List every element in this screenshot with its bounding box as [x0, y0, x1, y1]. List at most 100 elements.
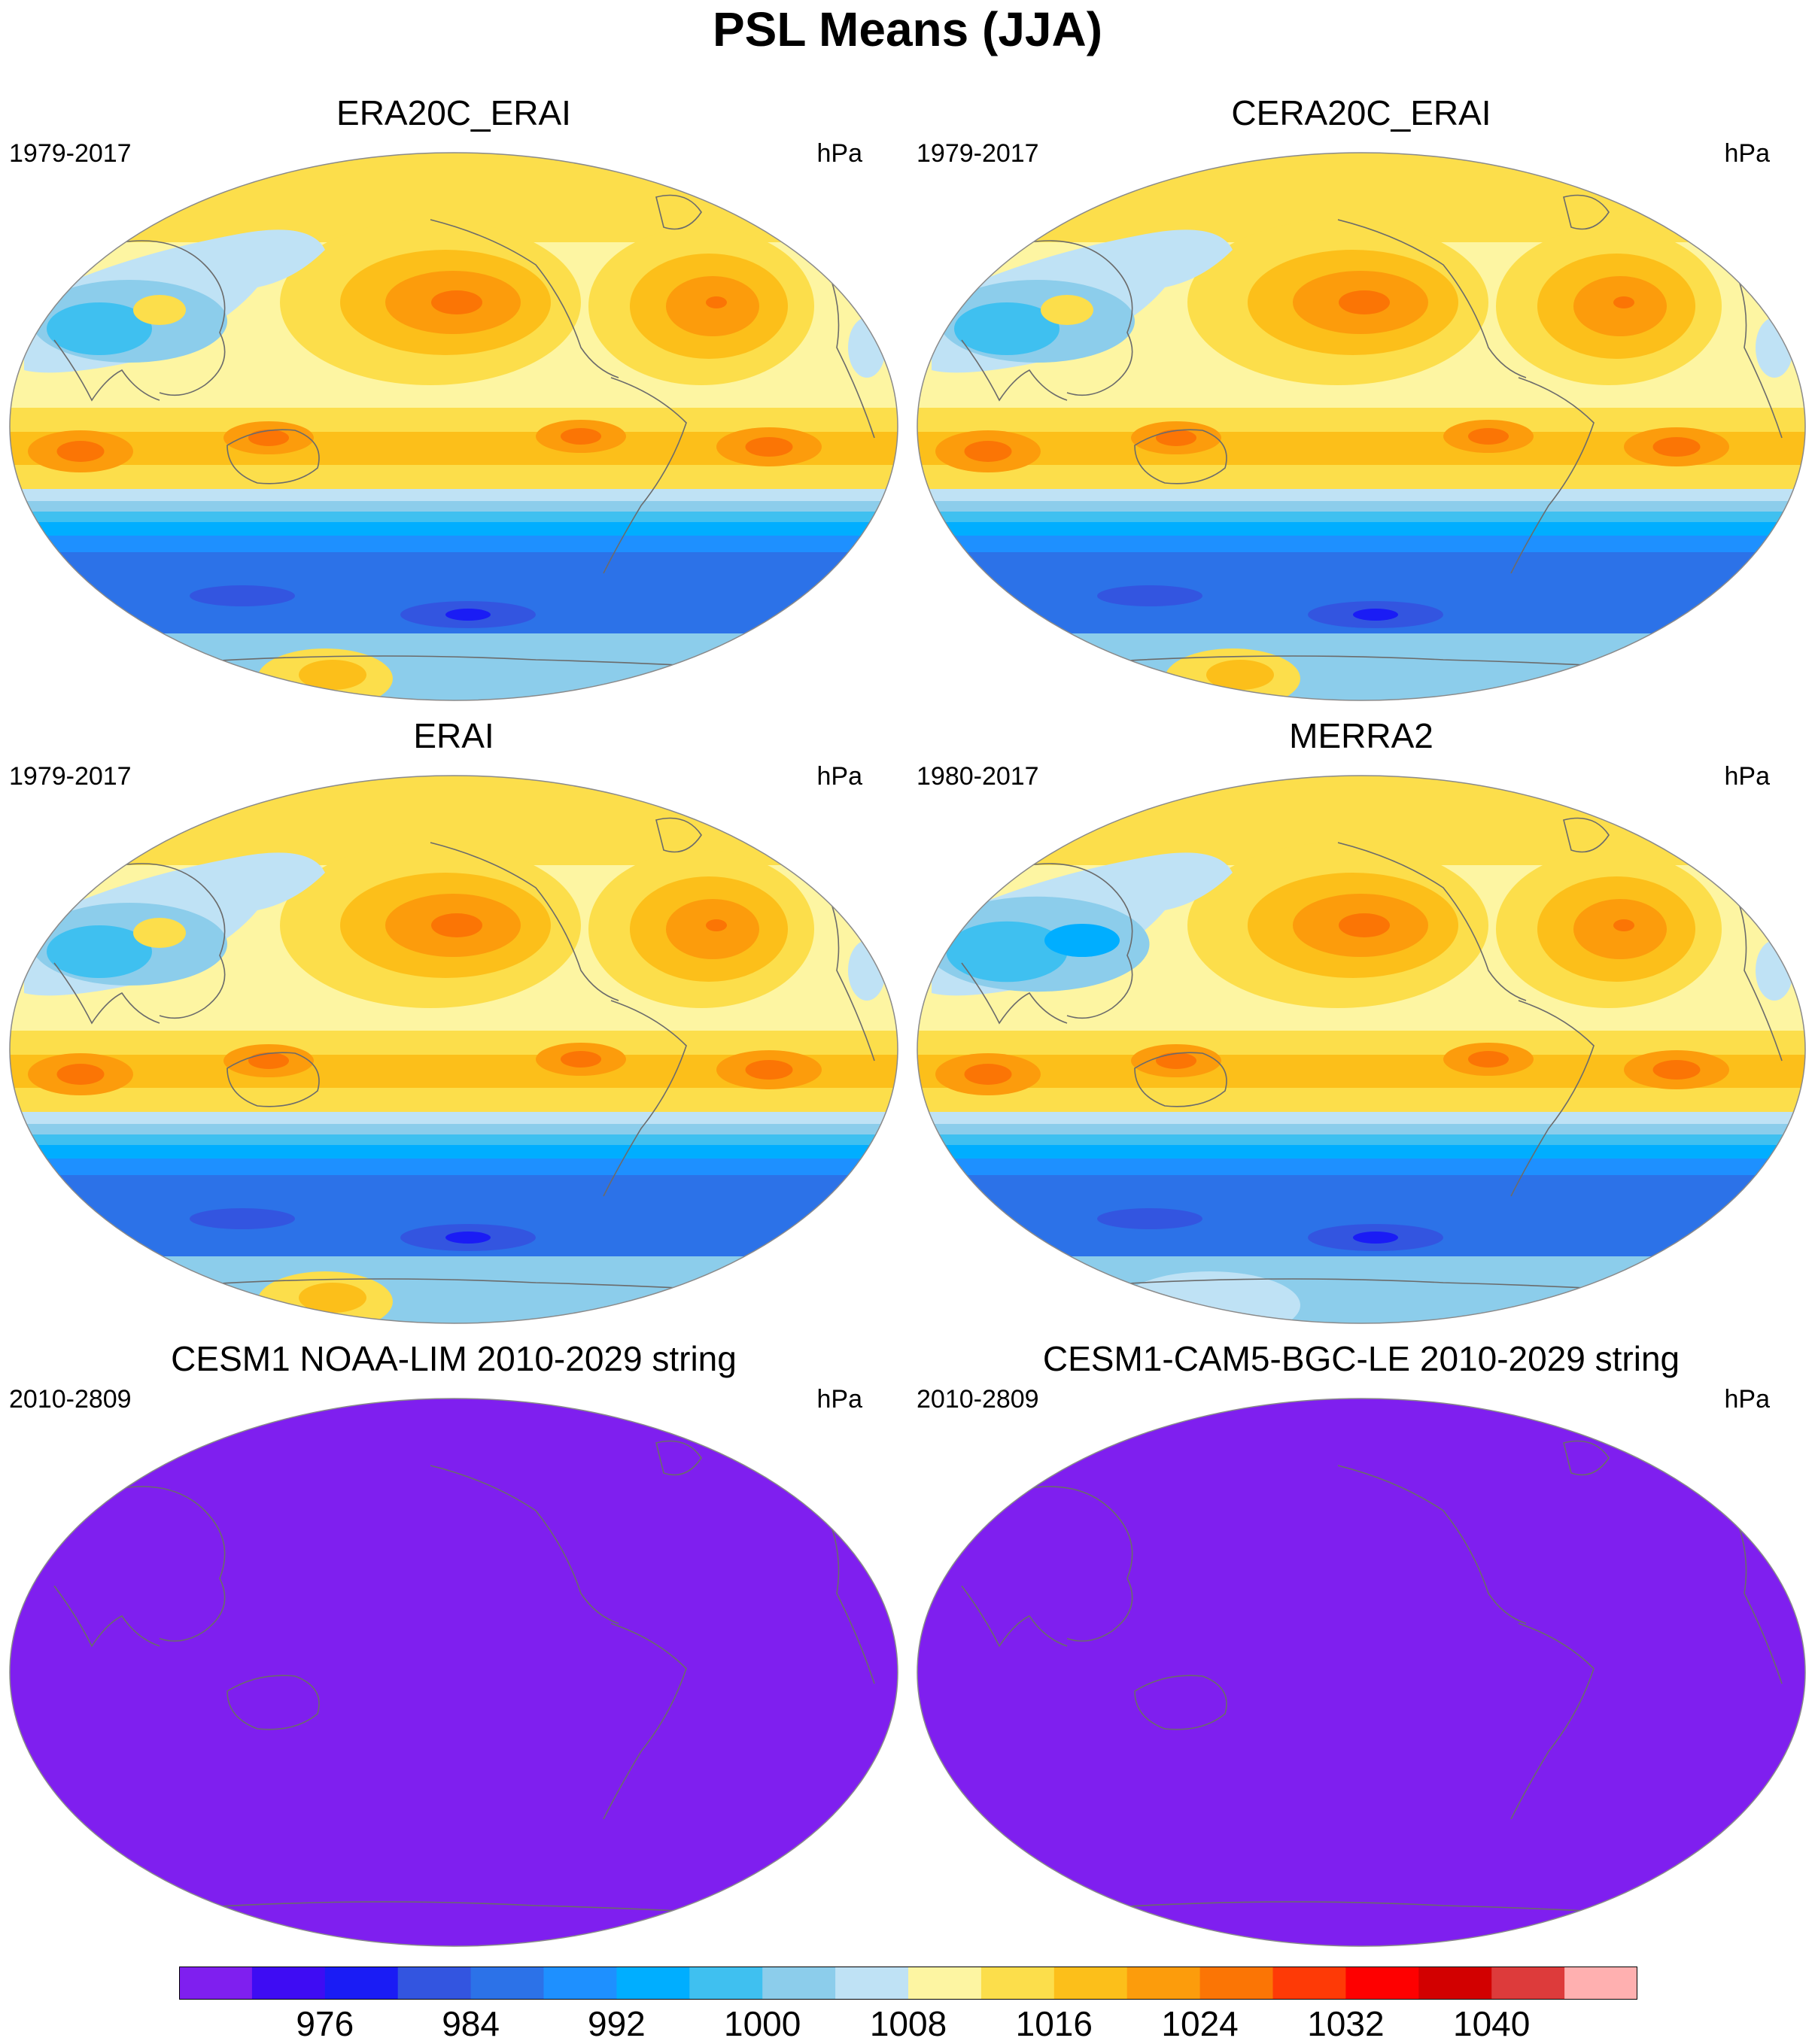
field-band [917, 1124, 1805, 1134]
field-blob [1206, 660, 1274, 690]
coastline [1563, 1440, 1610, 1476]
coastline [1134, 429, 1227, 484]
field-blob [964, 1064, 1012, 1085]
colorbar-segment [397, 1967, 472, 2000]
colorbar-segment [1053, 1967, 1128, 2000]
coastline [821, 1502, 875, 1684]
panel-title: MERRA2 [1289, 716, 1433, 755]
field-blob [1353, 1232, 1398, 1244]
field-blob [1097, 585, 1202, 606]
colorbar-segment [1272, 1967, 1346, 2000]
field-blob [248, 1052, 289, 1069]
map-border [9, 775, 898, 1324]
panel-units: hPa [816, 762, 863, 791]
field-band [10, 1124, 898, 1134]
colorbar-segment [1126, 1967, 1201, 2000]
coastline [1728, 1502, 1783, 1684]
panel-units: hPa [1724, 1385, 1771, 1414]
field-blob [1044, 924, 1120, 957]
field-blob [561, 428, 601, 445]
coastline [1510, 1623, 1595, 1820]
field-blob [1041, 295, 1093, 325]
field-band [917, 633, 1805, 700]
colorbar-segment [980, 1967, 1055, 2000]
colorbar-tick-label: 976 [296, 2004, 354, 2043]
field-blob [1613, 296, 1634, 308]
colorbar-segment [470, 1967, 544, 2000]
coastline [603, 377, 687, 574]
panel-title: CERA20C_ERAI [1231, 93, 1491, 132]
field-band [10, 1112, 898, 1124]
coastline [1337, 219, 1527, 378]
colorbar-segment [1345, 1967, 1419, 2000]
panel-years: 1979-2017 [9, 139, 132, 168]
colorbar-segment [543, 1967, 617, 2000]
field-blob [190, 1208, 295, 1229]
coastline [121, 863, 226, 1019]
panel-years: 1979-2017 [9, 762, 132, 791]
field-band [10, 501, 898, 512]
field-blob [47, 302, 152, 355]
coastline [655, 194, 702, 230]
field-band [917, 1159, 1805, 1175]
coastline [1728, 879, 1783, 1061]
field-blob [706, 919, 727, 931]
field-blob [1156, 430, 1196, 446]
field-band [917, 1098, 1805, 1112]
colorbar-segment [835, 1967, 909, 2000]
field-blob [946, 921, 1068, 983]
colorbar-segment [324, 1967, 399, 2000]
field-blob [1652, 437, 1701, 457]
field-blob [954, 302, 1060, 355]
coastline [603, 1623, 687, 1820]
panel-units: hPa [816, 139, 863, 168]
field-band [917, 1112, 1805, 1124]
colorbar-segment [251, 1967, 326, 2000]
map-panel-cesm1-noaa-lim: CESM1 NOAA-LIM 2010-2029 string 2010-280… [0, 1336, 908, 1960]
colorbar-tick-label: 1032 [1307, 2004, 1385, 2043]
field-blob [47, 925, 152, 978]
coastline [1337, 1465, 1527, 1624]
panel-title: ERA20C_ERAI [336, 93, 571, 132]
field-blob [299, 660, 366, 690]
field-band [917, 522, 1805, 536]
colorbar [179, 1967, 1637, 2000]
field-blob [431, 913, 482, 937]
field-blob [299, 1283, 366, 1313]
map-panel-cesm1-cam5-bgc-le: CESM1-CAM5-BGC-LE 2010-2029 string 2010-… [908, 1336, 1815, 1960]
coastline [226, 1675, 320, 1730]
colorbar-segment [179, 1967, 253, 2000]
field-blob [1339, 913, 1390, 937]
field-band [917, 475, 1805, 489]
field-band [10, 1159, 898, 1175]
field-band [917, 501, 1805, 512]
colorbar-tick-label: 1008 [869, 2004, 947, 2043]
field-blob [1652, 1060, 1701, 1080]
coastline [821, 257, 875, 439]
field-band [917, 489, 1805, 501]
field-band [10, 536, 898, 552]
panel-title: CESM1 NOAA-LIM 2010-2029 string [171, 1339, 737, 1378]
coastline [1029, 1486, 1133, 1642]
field-blob [964, 441, 1012, 462]
coastline [1134, 1675, 1227, 1730]
panel-years: 2010-2809 [9, 1385, 132, 1414]
field-fill [917, 1399, 1805, 1946]
field-fill [10, 1399, 898, 1946]
map-border [917, 775, 1806, 1324]
coastline [226, 1052, 320, 1107]
map-border [917, 152, 1806, 701]
coastline [603, 1000, 687, 1197]
psl-map [9, 152, 898, 701]
map-panel-erai: ERAI 1979-2017 hPa [0, 713, 908, 1338]
coastline [430, 219, 619, 378]
field-blob [745, 437, 793, 457]
psl-map [9, 1398, 898, 1947]
coastline [226, 429, 320, 484]
field-blob [1353, 609, 1398, 621]
colorbar-segment [1199, 1967, 1273, 2000]
coastline [430, 1465, 619, 1624]
field-band [917, 512, 1805, 522]
field-band [10, 1256, 898, 1323]
field-blob [445, 1232, 491, 1244]
